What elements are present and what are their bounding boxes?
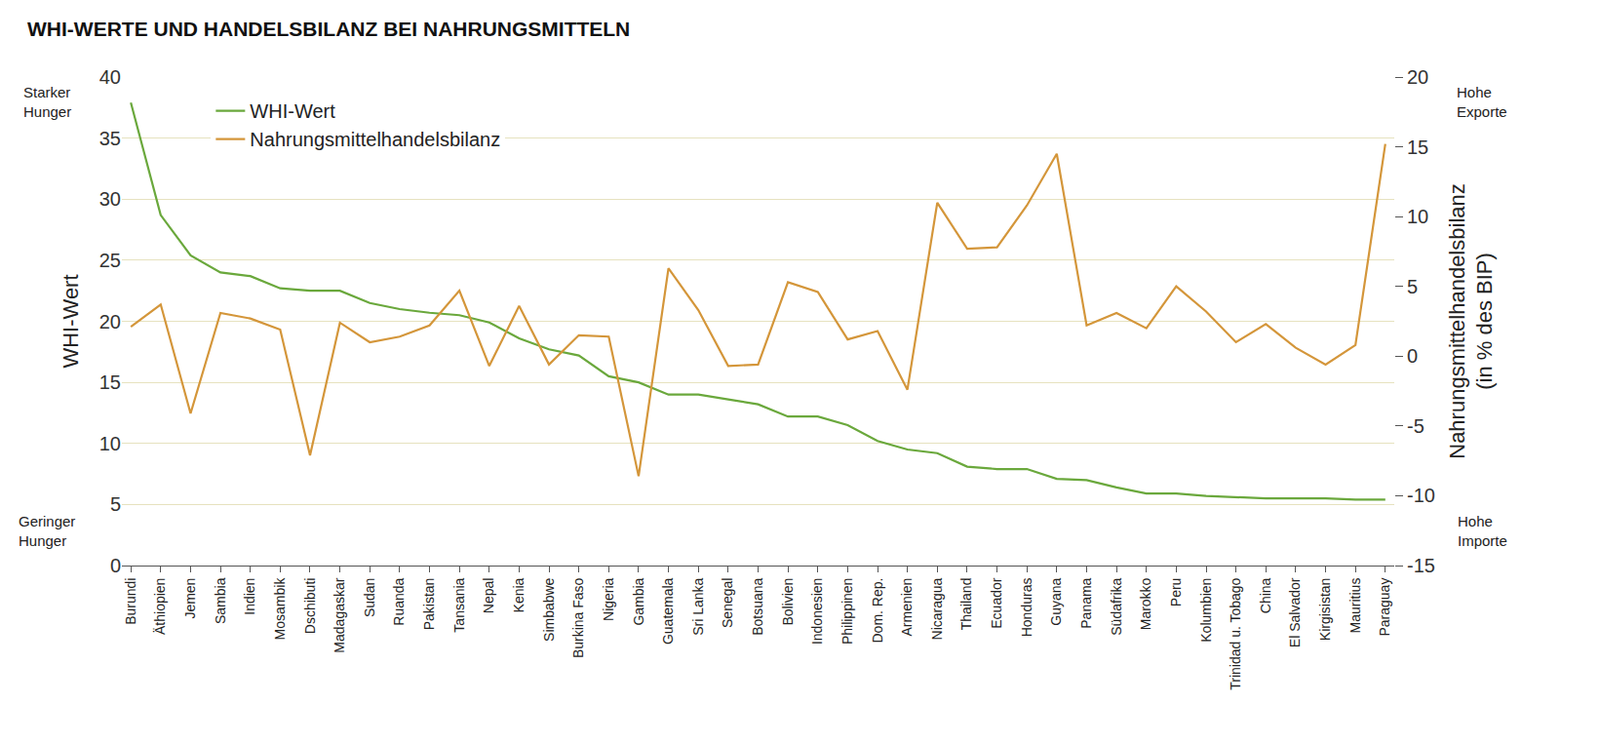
svg-text:Indonesien: Indonesien [809,578,825,646]
svg-text:0: 0 [1406,345,1418,367]
svg-text:Sri Lanka: Sri Lanka [690,577,706,635]
svg-text:10: 10 [99,432,121,455]
svg-text:China: China [1257,577,1274,614]
svg-text:-5: -5 [1406,415,1425,437]
svg-text:Nigeria: Nigeria [600,577,617,622]
svg-text:20: 20 [99,311,121,333]
svg-text:-15: -15 [1406,554,1436,577]
svg-text:WHI-Wert: WHI-Wert [58,273,83,368]
svg-text:Sudan: Sudan [361,578,378,618]
svg-text:40: 40 [99,66,121,88]
svg-text:Ecuador: Ecuador [988,577,1005,628]
svg-text:Südafrika: Südafrika [1108,577,1125,635]
svg-text:Nepal: Nepal [480,578,497,615]
svg-text:Kenia: Kenia [510,577,527,613]
svg-text:GeringerHunger: GeringerHunger [18,512,76,549]
svg-text:Trinidad u. Tobago: Trinidad u. Tobago [1227,577,1244,690]
svg-text:Honduras: Honduras [1018,578,1035,638]
svg-text:StarkerHunger: StarkerHunger [23,83,72,120]
svg-text:25: 25 [99,249,121,272]
svg-text:Äthiopien: Äthiopien [152,578,168,635]
svg-text:Indien: Indien [241,578,258,616]
svg-text:Guyana: Guyana [1048,577,1064,625]
svg-text:Marokko: Marokko [1137,577,1154,630]
svg-text:Tansania: Tansania [451,577,468,632]
svg-text:10: 10 [1406,205,1429,228]
svg-text:Bolivien: Bolivien [780,578,796,626]
svg-text:Mauritius: Mauritius [1347,578,1364,634]
svg-text:15: 15 [1406,136,1429,158]
svg-text:Jemen: Jemen [182,578,198,620]
svg-text:Dschibuti: Dschibuti [302,578,318,635]
svg-text:Thailand: Thailand [958,578,975,631]
svg-text:Peru: Peru [1168,578,1184,608]
svg-text:Botsuana: Botsuana [749,577,766,635]
svg-text:30: 30 [99,188,121,210]
svg-text:Panama: Panama [1078,577,1094,628]
svg-text:Ruanda: Ruanda [390,577,407,625]
svg-text:HoheImporte: HoheImporte [1457,512,1508,549]
svg-text:HoheExporte: HoheExporte [1456,83,1508,120]
svg-text:Pakistan: Pakistan [421,578,437,631]
svg-text:Kolumbien: Kolumbien [1198,578,1214,643]
svg-text:Madagaskar: Madagaskar [331,577,348,653]
svg-text:-10: -10 [1406,484,1436,507]
svg-text:5: 5 [1406,275,1418,298]
svg-text:Paraguay: Paraguay [1376,578,1393,637]
svg-text:WHI-WERTE UND HANDELSBILANZ BE: WHI-WERTE UND HANDELSBILANZ BEI NAHRUNGS… [27,17,630,40]
svg-text:Philippinen: Philippinen [839,578,856,646]
svg-text:5: 5 [110,493,121,515]
svg-text:Mosambik: Mosambik [272,577,288,641]
svg-text:Nicaragua: Nicaragua [929,577,945,640]
svg-text:Armenien: Armenien [898,578,915,637]
svg-text:Simbabwe: Simbabwe [541,577,557,642]
svg-text:Senegal: Senegal [719,578,736,628]
svg-text:Dom. Rep.: Dom. Rep. [869,578,886,644]
svg-text:WHI-Wert: WHI-Wert [249,100,336,122]
svg-text:Guatemala: Guatemala [660,577,676,645]
svg-text:Nahrungsmittelhandelsbilanz: Nahrungsmittelhandelsbilanz [249,128,501,151]
svg-text:20: 20 [1406,66,1429,88]
svg-text:35: 35 [99,127,121,150]
svg-text:Kirgisistan: Kirgisistan [1317,578,1333,642]
svg-text:15: 15 [99,371,121,393]
svg-text:Gambia: Gambia [630,577,647,625]
svg-text:El Salvador: El Salvador [1287,577,1303,648]
svg-text:Sambia: Sambia [212,577,229,625]
svg-text:Burundi: Burundi [122,578,139,625]
svg-text:Burkina Faso: Burkina Faso [570,577,586,659]
svg-text:0: 0 [110,554,121,577]
svg-text:Nahrungsmittelhandelsbilanz(in: Nahrungsmittelhandelsbilanz(in % des BIP… [1444,183,1498,460]
